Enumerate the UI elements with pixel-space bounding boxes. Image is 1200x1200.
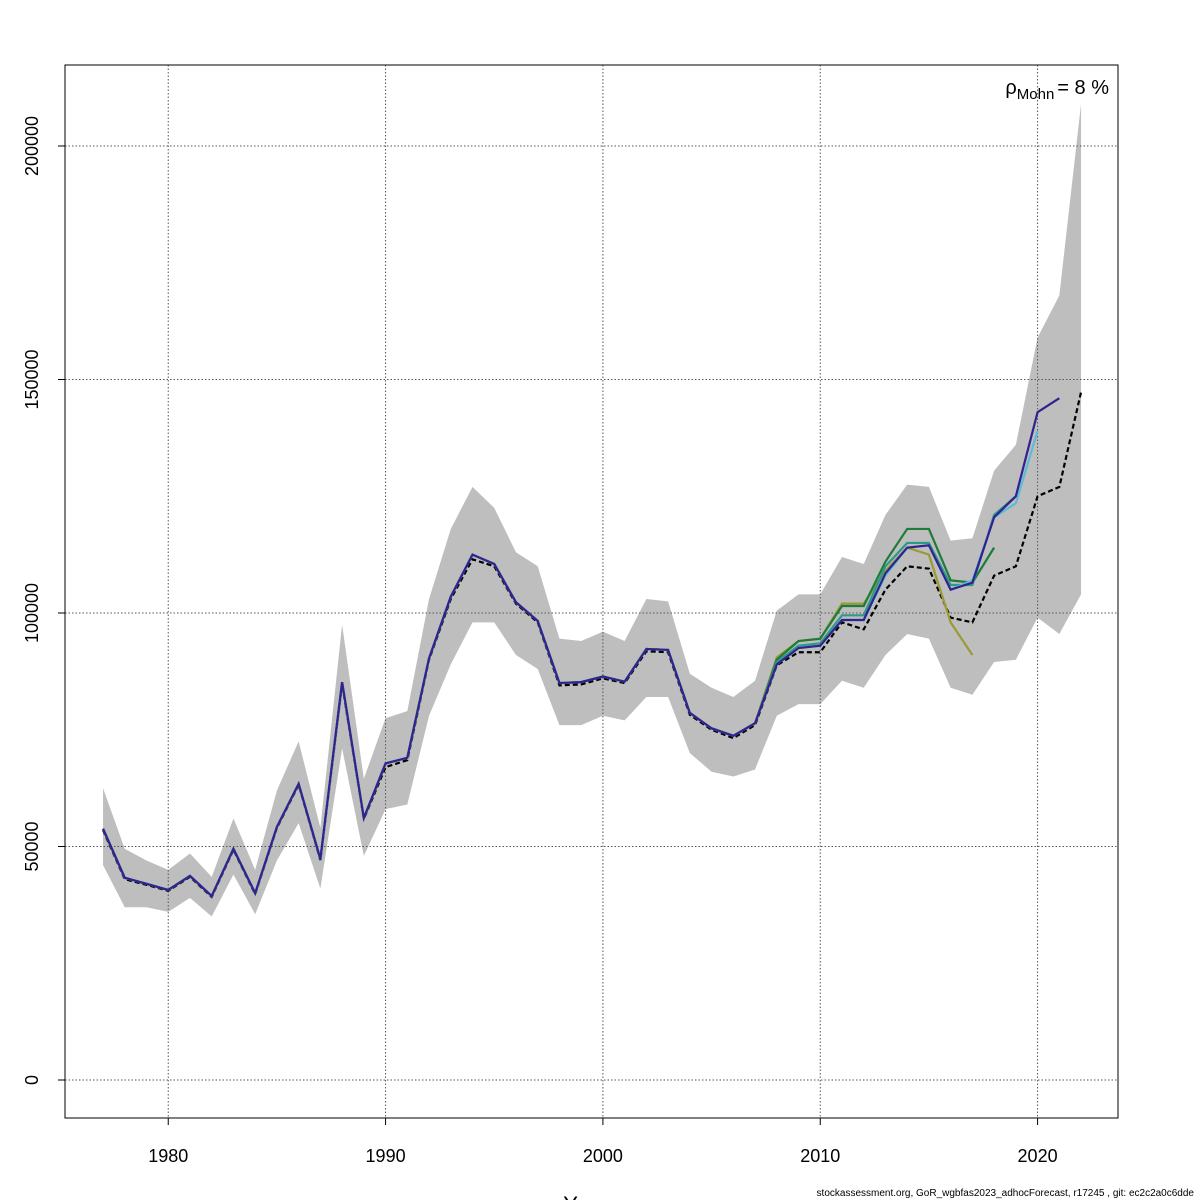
rho-symbol: ρ: [1005, 77, 1016, 99]
y-tick-label: 50000: [22, 821, 42, 871]
footer: stockassessment.org, GoR_wgbfas2023_adho…: [817, 1188, 1195, 1199]
y-tick-label: 100000: [22, 583, 42, 643]
x-tick-label: 1980: [148, 1146, 188, 1166]
y-tick-label: 200000: [22, 116, 42, 176]
x-axis-label: Years: [563, 1192, 618, 1200]
rho-subscript: Mohn: [1017, 86, 1055, 103]
y-tick-label: 0: [22, 1075, 42, 1085]
plot-frame: [64, 64, 1119, 1119]
series-line: [102, 397, 1060, 898]
x-tick-label: 1990: [366, 1146, 406, 1166]
rho-text: = 8 %: [1057, 77, 1109, 99]
confidence-band: [103, 103, 1082, 917]
x-tick-label: 2020: [1018, 1146, 1058, 1166]
y-tick-label: 150000: [22, 349, 42, 409]
x-tick-label: 2010: [800, 1146, 840, 1166]
mohn-rho: ρMohn = 8 %: [1005, 77, 1109, 103]
x-tick-label: 2000: [583, 1146, 623, 1166]
